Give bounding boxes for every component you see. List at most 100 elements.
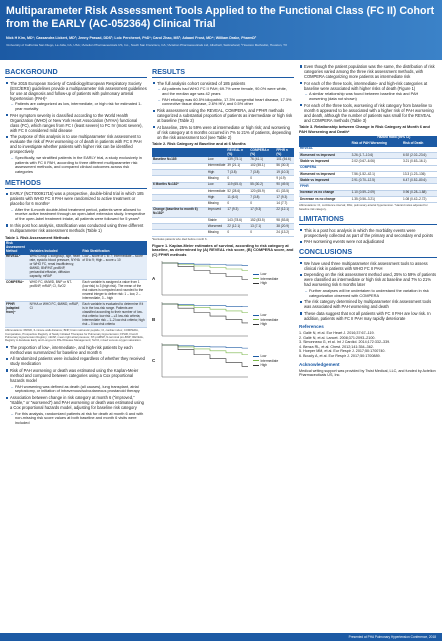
table: Risk Assessment Method Variables Included… — [5, 241, 147, 329]
column: RESULTS The full analysis cohort consiste… — [152, 64, 294, 630]
table-header — [152, 148, 207, 158]
table-header: Hazard Ratio (95% CI) — [350, 135, 437, 142]
table-footnote: Abbreviations: 6MWD, 6-minute walk dista… — [5, 328, 145, 343]
table-cell: Missing — [206, 200, 227, 208]
table-row: COMPERA⁵ WHO FC, 6MWD, BNP or NT-proBNP, … — [5, 279, 147, 303]
legend-swatch — [253, 274, 259, 276]
table-header: COMPERA n (%) — [249, 148, 276, 158]
table-cell: 55 (30.2) — [249, 182, 276, 189]
bullet: This is a post hoc analysis in which the… — [299, 228, 437, 238]
table-row: Risk Assessment Method Variables Included… — [5, 241, 147, 255]
legend-label: Low — [260, 272, 267, 277]
table-row: Missing 0 0 24 (13.2) — [152, 229, 294, 237]
column: Even though the patient population was t… — [299, 64, 437, 630]
table-cell: 98 (53.8) — [275, 217, 294, 225]
table-cell: 19 (10.3) — [275, 169, 294, 177]
table-row: REVEAL⁴ WHO Group 1 subgroup, age, heart … — [5, 254, 147, 281]
sub-bullet: A similar relationship was found between… — [299, 91, 437, 101]
table-cell: 7 (3.8) — [249, 194, 276, 202]
note: 5. Hoeper MM, et al. Eur Respir J. 2017;… — [299, 349, 386, 354]
km-curve — [162, 344, 248, 367]
bullet: At baseline, 25% to 59% were at intermed… — [152, 125, 294, 140]
bullet: The risk category determined by multipar… — [299, 299, 437, 309]
table-cell: REVEAL — [299, 146, 437, 153]
table-cell: 7 (3.8) — [249, 169, 276, 177]
table-cell: Low — [206, 157, 227, 164]
axes — [161, 342, 248, 378]
bullet: For each of the three tools, intermediat… — [299, 81, 437, 91]
affiliations: ¹University of California San Diego, La … — [6, 43, 288, 47]
legend-swatch — [253, 364, 259, 366]
sub-bullet: PAH etiology was 60.5% idiopathic, 17.3%… — [152, 97, 294, 107]
legend-label: High — [260, 362, 268, 367]
table-header: Risk Assessment Method — [5, 241, 29, 255]
section-heading: Acknowledgement — [299, 361, 340, 367]
figure-panel: A Low Intermediate High — [152, 259, 294, 299]
note: 1. Galiè N, et al. Eur Heart J. 2016;37:… — [299, 331, 375, 335]
panel-label: C — [152, 358, 156, 364]
legend-swatch — [253, 360, 259, 362]
table-cell: 143 (78.6) — [226, 217, 250, 225]
table-cell: High — [206, 194, 227, 202]
legend-swatch — [253, 278, 259, 280]
header-band: Multiparameter Risk Assessment Tools App… — [0, 0, 442, 60]
table-row: Stable vs improved 2.91 (0.70–12.5) 6.47 (… — [299, 177, 437, 185]
table-header — [299, 141, 351, 147]
table-cell: Low – score of 1 to 7; Intermediate – sc… — [81, 254, 147, 281]
table-cell: Baseline N=185 — [152, 157, 207, 164]
table-caption: Table 3. Relationship between Change in … — [299, 124, 430, 134]
section: LIMITATIONS This is a post hoc analysis i… — [299, 214, 437, 244]
table-cell: Each variable is assigned a value from 1… — [81, 279, 147, 303]
table-cell: WHO Group 1 subgroup, age, heart rate, s… — [28, 254, 82, 281]
table-cell — [152, 169, 207, 177]
table-cell: 3.26 (1.7–10.6) — [350, 152, 402, 160]
table-cell — [152, 194, 207, 202]
table-header — [299, 135, 351, 142]
table-cell: 101 (54.6) — [275, 157, 294, 164]
table-row: REVEAL n (%) COMPERA n (%) FPHR n (%) — [152, 148, 294, 158]
table-cell: 24 (13.2) — [275, 229, 294, 237]
note: 4. Benza RL, et al. Chest. 2012;141:354–… — [299, 344, 374, 349]
note: 3. Simonneau G, et al. Int J Cardiol. 20… — [299, 340, 391, 345]
table-header: Risk Stratification — [81, 241, 147, 255]
table-cell: 120 (65.9) — [249, 188, 276, 196]
table-cell: High — [206, 169, 227, 177]
figure-caption: Figure 1. Kaplan-Meier estimates of surv… — [152, 242, 294, 258]
sub-bullet: For this analysis, randomized patients a… — [5, 411, 147, 426]
table-row: Decrease vs no change 1.35 (0.56–3.21) 1.0… — [299, 196, 437, 204]
table-cell: 22 (12.1) — [226, 223, 250, 231]
sub-bullet: Further analyses will be undertaken to u… — [299, 288, 437, 298]
table-cell: 152 (83.5) — [249, 217, 276, 225]
table-footnote: *Excludes patients who died before month… — [152, 236, 208, 241]
table-cell: 13.3 (1.23–136) — [401, 171, 437, 179]
legend-entry: High — [253, 322, 278, 326]
table-cell: 7.56 (1.52–42.1) — [350, 171, 402, 179]
table-cell: 0 — [226, 229, 250, 237]
table-cell — [152, 175, 207, 183]
sub-bullet: Patients are categorized as low, interme… — [5, 101, 147, 111]
bullet: The proportion of low-, intermediate-, a… — [5, 345, 147, 355]
table-cell: 0 — [249, 200, 276, 208]
legend: Low Intermediate High — [253, 313, 278, 326]
km-curve — [162, 262, 248, 280]
km-curve — [162, 344, 248, 349]
table-row: Hazard Ratio (95% CI) — [299, 135, 437, 142]
table-cell: Intermediate — [206, 163, 227, 171]
legend-label: Low — [260, 313, 267, 318]
legend-entry: Low — [253, 272, 278, 276]
table-cell: 17 (9.3) — [226, 207, 250, 218]
table-cell — [152, 229, 207, 237]
table-cell: 2.91 (0.70–12.5) — [350, 177, 402, 185]
table-cell: 0 — [226, 200, 250, 208]
bullet: For each of the three tools, worsening o… — [299, 103, 437, 123]
bullet: The full analysis cohort consisted of 18… — [152, 81, 294, 86]
bullet: In this post hoc analysis, stratificatio… — [5, 223, 147, 233]
table-cell: Stable — [206, 217, 227, 225]
table-caption: Table 1. Risk Assessment Methods — [5, 234, 70, 240]
table-row: Missing 0 0 14 (7.7) — [152, 200, 294, 208]
bullet: We have used three multiparameter risk a… — [299, 261, 437, 271]
sub-bullet: All patients had WHO FC II PAH; 69.7% we… — [152, 86, 294, 96]
authors: Nick H Kim, MD¹; Cassandra Lickert, MD²;… — [6, 36, 257, 40]
table-cell: 1.08 (0.42–2.72) — [401, 196, 437, 204]
